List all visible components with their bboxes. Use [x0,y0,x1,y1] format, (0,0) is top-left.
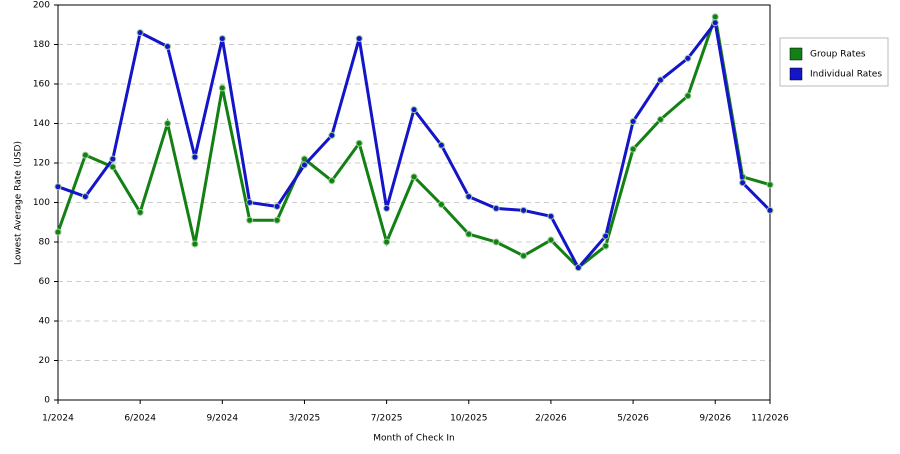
y-tick-label: 0 [44,396,50,406]
data-point [629,145,637,153]
legend-swatch [789,67,803,81]
data-point [164,42,172,50]
data-point [656,76,664,84]
data-point [328,177,336,185]
data-point [602,232,610,240]
data-point [273,202,281,210]
data-point [739,179,747,187]
data-point [218,35,226,43]
data-point [81,193,89,201]
data-point [355,35,363,43]
data-point [136,29,144,37]
data-point [383,238,391,246]
y-axis-label: Lowest Average Rate (USD) [14,141,24,265]
data-point [547,212,555,220]
data-point [54,228,62,236]
data-point [437,200,445,208]
series-line [56,16,771,270]
y-tick-label: 200 [33,1,50,11]
legend-swatch [789,47,803,61]
data-point [437,141,445,149]
data-point [109,155,117,163]
data-point [520,206,528,214]
data-point [273,216,281,224]
data-point [355,139,363,147]
y-tick-label: 40 [39,317,51,327]
x-tick-label: 9/2026 [699,414,731,424]
data-point [191,153,199,161]
y-tick-label: 100 [33,198,50,208]
y-tick-label: 60 [39,277,51,287]
data-point [218,84,226,92]
data-point [492,238,500,246]
data-point [410,173,418,181]
data-point [711,19,719,27]
data-point [54,183,62,191]
data-point [766,206,774,214]
y-tick-label: 140 [33,119,50,129]
y-tick-label: 180 [33,40,50,50]
data-point [136,208,144,216]
x-tick-label: 9/2024 [206,414,238,424]
x-tick-label: 1/2024 [42,414,74,424]
data-point [492,204,500,212]
x-tick-label: 6/2024 [124,414,156,424]
x-tick-label: 3/2025 [289,414,321,424]
data-point [246,216,254,224]
legend-label: Group Rates [810,50,866,60]
y-tick-label: 160 [33,80,50,90]
x-tick-label: 10/2025 [450,414,487,424]
x-tick-label: 7/2025 [371,414,403,424]
series-line [57,19,772,271]
data-point [300,161,308,169]
y-tick-label: 20 [39,356,51,366]
data-point [684,54,692,62]
x-tick-label: 5/2026 [617,414,649,424]
data-point [246,199,254,206]
y-tick-label: 80 [39,238,51,248]
x-axis-label: Month of Check In [373,434,455,444]
data-point [656,116,664,124]
data-point [574,264,582,272]
data-point [602,242,610,250]
x-tick-label: 2/2026 [535,414,567,424]
data-point [191,240,199,248]
x-tick-label: 11/2026 [751,414,789,424]
data-point [465,230,473,238]
legend-label: Individual Rates [810,70,882,80]
data-point [383,204,391,212]
y-tick-label: 120 [33,159,50,169]
data-point [164,120,172,127]
data-point [81,151,89,159]
data-point [766,181,774,189]
data-point [328,131,336,139]
data-point [520,252,528,260]
data-point [465,193,473,201]
data-point [711,13,719,21]
data-point [629,118,637,126]
data-point [547,236,555,244]
data-point [109,163,117,171]
data-point [410,106,418,114]
data-point [684,92,692,100]
plot-frame [57,4,771,401]
